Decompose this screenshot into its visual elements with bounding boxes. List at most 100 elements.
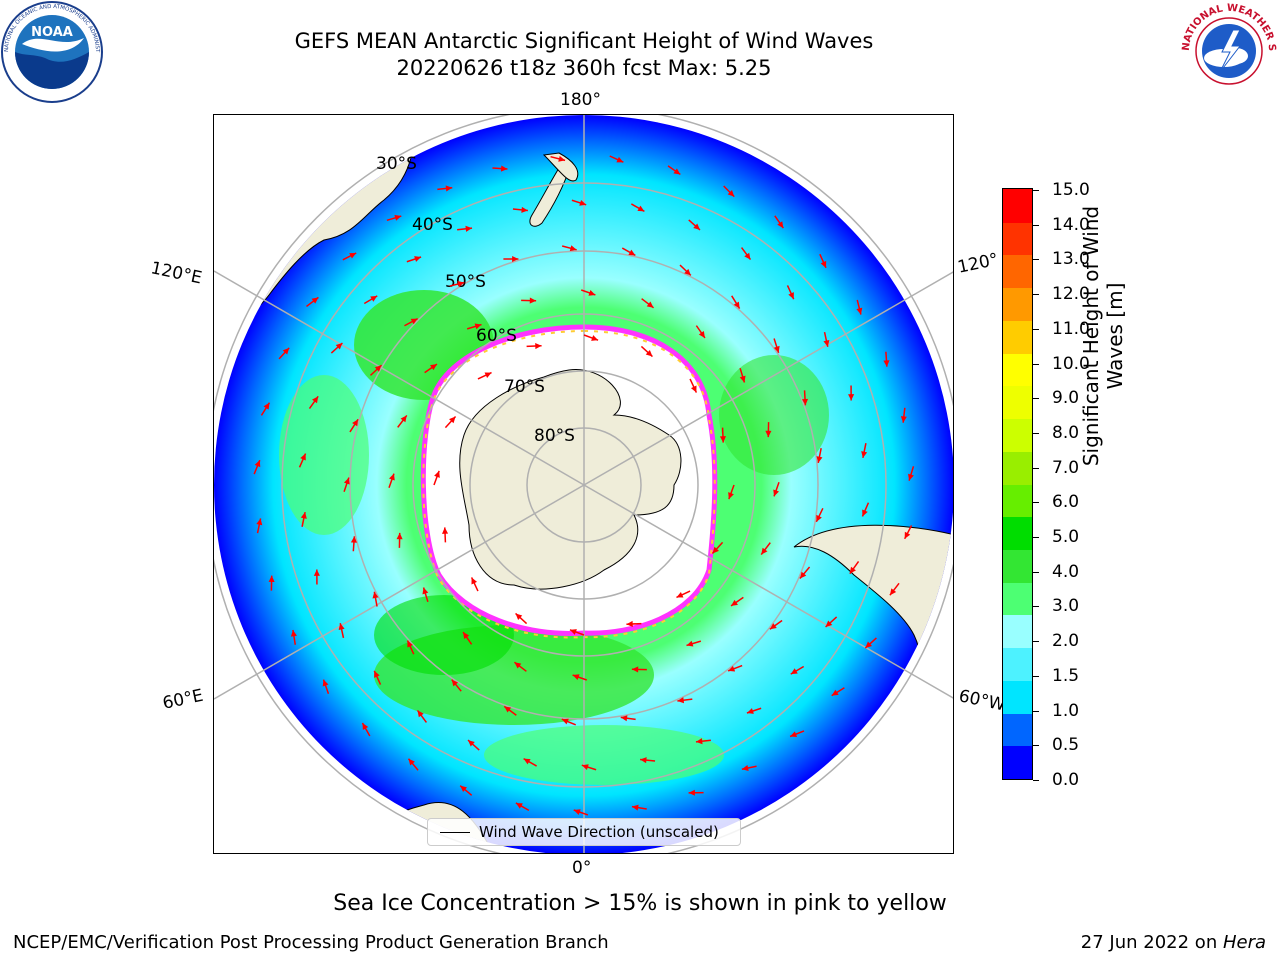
colorbar-tick xyxy=(1033,571,1039,573)
wind-arrow-head xyxy=(349,252,357,259)
lon-label-bottom: 0° xyxy=(572,858,592,878)
colorbar-segment xyxy=(1003,254,1032,289)
map-panel: 30°S 40°S 50°S 60°S 70°S 80°S xyxy=(213,114,954,854)
wind-arrow-head xyxy=(521,206,528,213)
wind-arrow-head xyxy=(569,629,577,635)
wind-arrow-head xyxy=(908,473,914,481)
wind-arrow-head xyxy=(422,587,429,595)
wind-arrow-head xyxy=(474,323,482,330)
wind-arrow-head xyxy=(688,789,695,796)
wind-arrow-head xyxy=(862,509,868,517)
wind-arrow-head xyxy=(746,708,754,714)
colorbar-segment xyxy=(1003,516,1032,550)
wind-arrow-head xyxy=(460,785,467,793)
wind-arrow-head xyxy=(484,372,492,379)
wind-arrow-head xyxy=(677,697,685,704)
wind-arrow-head xyxy=(515,613,523,620)
colorbar-segment xyxy=(1003,320,1032,354)
wind-arrow-head xyxy=(300,512,307,519)
wind-arrow-head xyxy=(741,765,749,771)
wind-arrow-head xyxy=(514,662,522,669)
wind-arrow-head xyxy=(407,640,413,648)
colorbar-tick-label: 5.0 xyxy=(1052,527,1080,548)
wind-arrow-head xyxy=(400,415,407,423)
colorbar-tick xyxy=(1033,328,1039,330)
wind-arrow-head xyxy=(512,255,519,263)
colorbar-tick-label: 10.0 xyxy=(1052,353,1090,374)
colorbar-tick xyxy=(1033,190,1039,191)
new-zealand-south xyxy=(529,159,571,227)
wind-arrow-head xyxy=(529,297,537,304)
wind-arrow-head xyxy=(290,629,297,637)
wind-arrow-head xyxy=(765,430,772,438)
colorbar-tick xyxy=(1033,745,1039,747)
colorbar-tick-label: 8.0 xyxy=(1052,422,1080,443)
colorbar-segment xyxy=(1003,385,1032,420)
footer-credit: NCEP/EMC/Verification Post Processing Pr… xyxy=(13,932,609,953)
wind-arrow-head xyxy=(825,620,833,628)
wind-arrow-head xyxy=(849,566,856,574)
wind-arrow-head xyxy=(374,670,380,678)
wind-arrow-head xyxy=(535,343,542,350)
lat-label: 70°S xyxy=(504,377,545,397)
wind-arrow-head xyxy=(799,571,807,579)
colorbar-tick xyxy=(1033,537,1039,539)
nws-logo: NATIONAL WEATHER SERVICE xyxy=(1178,0,1277,99)
lat-label: 50°S xyxy=(445,272,486,292)
wind-arrow-head xyxy=(350,536,357,543)
colorbar-tick xyxy=(1033,259,1039,261)
noaa-logo-text: NOAA xyxy=(31,25,73,40)
colorbar-tick xyxy=(1033,641,1039,643)
wind-arrow-head xyxy=(312,396,319,404)
colorbar-tick-label: 4.0 xyxy=(1052,561,1080,582)
madagascar xyxy=(233,765,295,810)
colorbar-tick-label: 3.0 xyxy=(1052,596,1080,617)
wind-arrow-head xyxy=(468,740,475,747)
colorbar-tick xyxy=(1033,398,1039,400)
colorbar-segment xyxy=(1003,614,1032,649)
colorbar-segment xyxy=(1003,353,1032,387)
wind-arrow-head xyxy=(900,416,907,423)
lat-label: 40°S xyxy=(412,215,453,235)
wind-arrow-head xyxy=(744,252,751,260)
colorbar-tick-label: 6.0 xyxy=(1052,492,1080,513)
footer-date-text: 27 Jun 2022 on xyxy=(1080,932,1223,953)
polar-map: 30°S 40°S 50°S 60°S 70°S 80°S xyxy=(214,115,953,853)
antarctica xyxy=(459,369,682,590)
wind-arrow-head xyxy=(322,679,329,687)
wind-arrow-head xyxy=(343,477,350,485)
colorbar-tick xyxy=(1033,363,1039,365)
wind-arrow-head xyxy=(637,205,645,212)
wind-arrow-head xyxy=(311,297,319,304)
colorbar-segment xyxy=(1003,582,1032,616)
colorbar-tick xyxy=(1033,224,1039,226)
wind-arrow-head xyxy=(362,722,369,730)
wind-arrow-head xyxy=(728,492,734,500)
wind-arrow-head xyxy=(523,758,531,765)
colorbar-segment xyxy=(1003,745,1032,779)
legend-label: Wind Wave Direction (unscaled) xyxy=(479,823,719,841)
colorbar-segment xyxy=(1003,712,1032,747)
colorbar-tick-label: 9.0 xyxy=(1052,388,1080,409)
wind-arrow-head xyxy=(263,402,270,410)
wind-arrow-head xyxy=(434,470,440,478)
wind-arrow-head xyxy=(788,292,794,300)
wind-arrow-head xyxy=(579,199,587,206)
wind-arrow-head xyxy=(733,301,740,309)
noaa-logo: NOAA NATIONAL OCEANIC AND ATMOSPHERIC AD… xyxy=(0,0,103,103)
wind-arrow-head xyxy=(856,307,863,315)
wind-arrow-head xyxy=(410,318,418,325)
wind-arrow-head xyxy=(773,489,779,497)
wind-arrow-head xyxy=(640,757,647,764)
wind-arrow-head xyxy=(256,518,263,526)
wind-arrow-head xyxy=(790,731,798,737)
wind-arrow-head xyxy=(693,223,700,230)
wind-arrow-head xyxy=(904,531,911,539)
wind-arrow-head xyxy=(698,331,705,338)
colorbar-segment xyxy=(1003,680,1032,714)
wind-arrow-head xyxy=(820,260,827,268)
latitude-labels: 30°S 40°S 50°S 60°S 70°S 80°S xyxy=(376,154,575,446)
wind-arrow-head xyxy=(449,416,456,424)
colorbar-tick xyxy=(1033,294,1039,296)
wind-arrow-head xyxy=(848,394,855,401)
